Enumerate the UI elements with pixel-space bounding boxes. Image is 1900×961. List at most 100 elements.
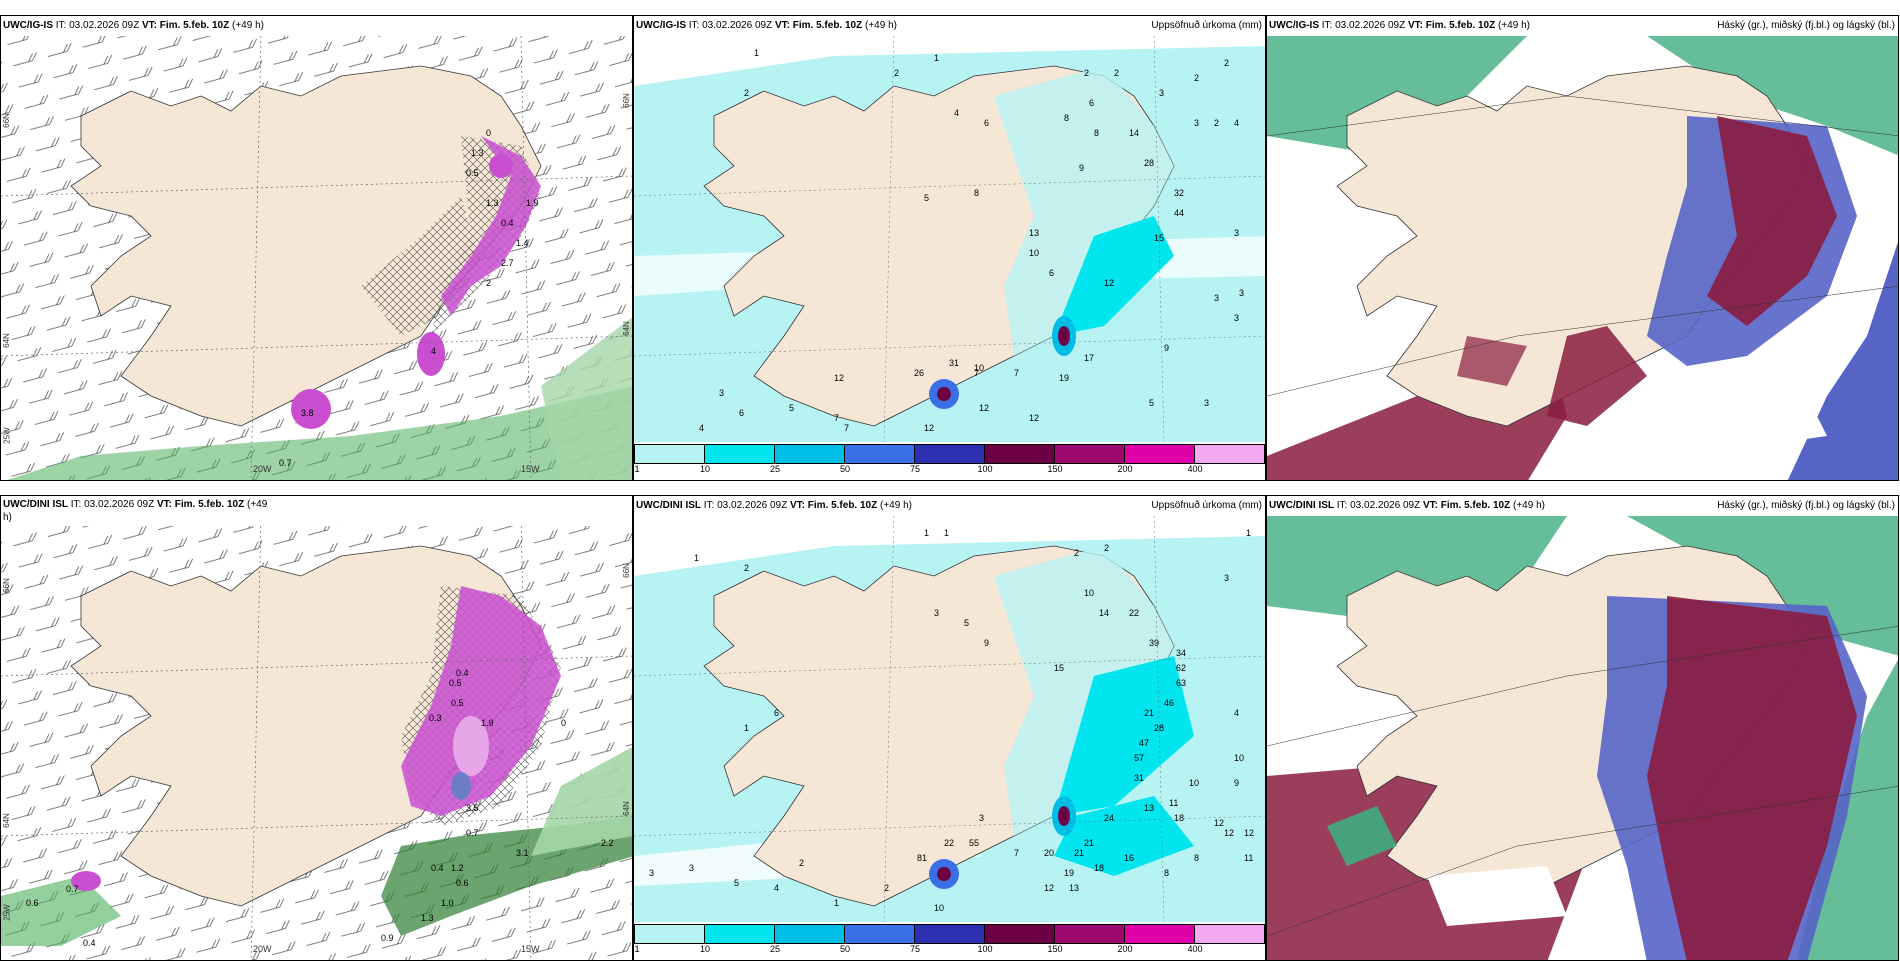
map-panel-top-left: UWC/IG-IS IT: 03.02.2026 09Z VT: Fim. 5.… <box>0 15 633 481</box>
panel-field-title: Uppsöfnuð úrkoma (mm) <box>1151 500 1262 511</box>
map-area: 0.7 0 1.3 1.3 2 2.7 4 3.8 0.5 0.4 1.4 1.… <box>1 36 632 480</box>
colorbar-swatch <box>1125 445 1195 463</box>
precip-value: 3 <box>934 608 939 618</box>
precip-value: 4 <box>699 423 704 433</box>
precip-value: 15 <box>1054 663 1064 673</box>
model-name: UWC/DINI ISL <box>636 500 701 511</box>
init-time: IT: 03.02.2026 09Z <box>70 499 155 510</box>
colorbar-tick: 25 <box>769 944 781 954</box>
colorbar-tick: 10 <box>699 464 711 474</box>
precip-value: 11 <box>1244 853 1253 863</box>
precip-value: 31 <box>949 358 959 368</box>
precip-value: 0.4 <box>456 668 469 678</box>
precip-value: 12 <box>1029 413 1039 423</box>
valid-time-label: VT: <box>141 20 157 31</box>
precip-value: 2 <box>1194 73 1199 83</box>
valid-time-label: VT: <box>789 500 805 511</box>
precip-value: 6 <box>1049 268 1054 278</box>
panel-field-title: Uppsöfnuð úrkoma (mm) <box>1151 20 1262 31</box>
precip-value: 10 <box>934 903 944 913</box>
colorbar-swatch <box>1195 925 1264 943</box>
lon-label: 20W <box>253 944 272 954</box>
precip-value: 7 <box>844 423 849 433</box>
precip-value: 18 <box>1174 813 1184 823</box>
colorbar-swatch <box>705 925 775 943</box>
precip-value: 2 <box>1104 543 1109 553</box>
panel-header: UWC/DINI ISL IT: 03.02.2026 09Z VT: Fim.… <box>1 496 632 526</box>
colorbar-swatches <box>634 444 1265 464</box>
precip-value: 19 <box>1064 868 1074 878</box>
colorbar-swatch <box>1125 925 1195 943</box>
valid-time: Fim. 5.feb. 10Z <box>1440 500 1511 511</box>
precip-value: 4 <box>1234 708 1239 718</box>
precip-value: 3 <box>1204 398 1209 408</box>
precip-value: 2 <box>894 68 899 78</box>
model-name: UWC/IG-IS <box>3 20 53 31</box>
precip-value: 1 <box>834 898 839 908</box>
colorbar-swatch <box>845 925 915 943</box>
precip-value: 2.2 <box>601 838 614 848</box>
precip-value: 1 <box>1246 528 1251 538</box>
valid-time-label: VT: <box>156 499 172 510</box>
precip-value: 24 <box>1104 813 1114 823</box>
precip-value: 4 <box>954 108 959 118</box>
precip-value: 10 <box>1029 248 1039 258</box>
precip-value: 5 <box>974 838 979 848</box>
panel-header: UWC/IG-IS IT: 03.02.2026 09Z VT: Fim. 5.… <box>1267 16 1898 36</box>
colorbar-swatch <box>985 925 1055 943</box>
edge-label: 64N <box>621 321 631 336</box>
precip-value: 28 <box>1144 158 1154 168</box>
panel-header: UWC/DINI ISL IT: 03.02.2026 09Z VT: Fim.… <box>1267 496 1898 516</box>
precip-value: 81 <box>917 853 927 863</box>
precip-value: 1.9 <box>481 718 494 728</box>
precip-value: 0.4 <box>501 218 514 228</box>
precip-value: 7 <box>974 368 979 378</box>
precip-value: 3 <box>719 388 724 398</box>
colorbar-swatch <box>635 925 705 943</box>
colorbar-swatch <box>1055 445 1125 463</box>
colorbar-tick: 50 <box>839 944 851 954</box>
colorbar-swatches <box>634 924 1265 944</box>
colorbar-swatch <box>1055 925 1125 943</box>
edge-label: 25W <box>2 904 12 921</box>
precip-value: 1.9 <box>526 198 539 208</box>
precip-value: 28 <box>1154 723 1164 733</box>
precip-value: 4 <box>431 346 436 356</box>
precip-value: 17 <box>1084 353 1094 363</box>
precip-value: 3 <box>689 863 694 873</box>
colorbar-tick: 100 <box>977 944 993 954</box>
precip-value: 0.5 <box>449 678 462 688</box>
precip-value: 0.4 <box>431 863 444 873</box>
precip-value: 13 <box>1029 228 1039 238</box>
precip-value: 1.3 <box>486 198 499 208</box>
init-time: IT: 03.02.2026 09Z <box>703 500 788 511</box>
precip-value: 34 <box>1176 648 1186 658</box>
precip-value: 10 <box>1234 753 1244 763</box>
precip-value: 12 <box>1224 828 1234 838</box>
precip-value: 3.5 <box>466 803 479 813</box>
colorbar-tick: 1 <box>634 464 640 474</box>
precip-value: 3 <box>979 813 984 823</box>
precip-value: 14 <box>1099 608 1109 618</box>
precip-value: 2 <box>1214 118 1219 128</box>
init-time: IT: 03.02.2026 09Z <box>55 20 140 31</box>
colorbar-swatch <box>635 445 705 463</box>
lead-time: (+49 h) <box>865 20 897 31</box>
precip-value: 26 <box>914 368 924 378</box>
precip-value: 7 <box>1014 848 1019 858</box>
precip-value: 2 <box>744 88 749 98</box>
colorbar-tick: 25 <box>769 464 781 474</box>
precip-value: 3.8 <box>301 408 314 418</box>
init-time: IT: 03.02.2026 09Z <box>688 20 773 31</box>
colorbar-swatch <box>915 445 985 463</box>
map-panel-top-right: UWC/IG-IS IT: 03.02.2026 09Z VT: Fim. 5.… <box>1266 15 1899 481</box>
precip-value: 21 <box>1084 838 1094 848</box>
precip-value: 1.3 <box>421 913 434 923</box>
colorbar-tick: 75 <box>909 464 921 474</box>
model-name: UWC/DINI ISL <box>1269 500 1334 511</box>
precip-value: 14 <box>1129 128 1139 138</box>
valid-time: Fim. 5.feb. 10Z <box>792 20 863 31</box>
valid-time-label: VT: <box>1422 500 1438 511</box>
precip-value: 6 <box>1089 98 1094 108</box>
precip-value: 1 <box>934 53 939 63</box>
